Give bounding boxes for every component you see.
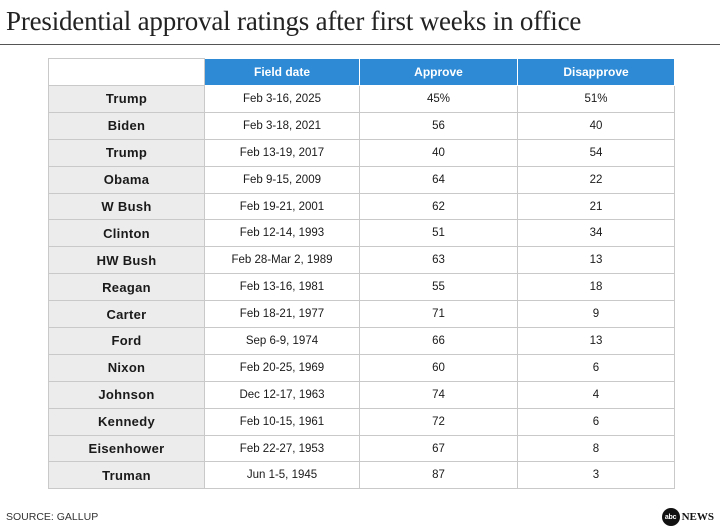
cell-disapprove: 40 (517, 111, 675, 140)
cell-field-date: Dec 12-17, 1963 (204, 380, 360, 409)
header-cell-approve: Approve (359, 58, 518, 86)
cell-president: Obama (48, 165, 205, 194)
table-row: Johnson Dec 12-17, 1963 74 4 (48, 380, 675, 409)
cell-disapprove: 9 (517, 300, 675, 329)
cell-president: Carter (48, 300, 205, 329)
cell-approve: 67 (359, 434, 518, 463)
cell-field-date: Feb 19-21, 2001 (204, 192, 360, 221)
cell-disapprove: 3 (517, 461, 675, 490)
cell-approve: 45% (359, 85, 518, 113)
cell-approve: 62 (359, 192, 518, 221)
table-row: Nixon Feb 20-25, 1969 60 6 (48, 353, 675, 382)
cell-president: Clinton (48, 219, 205, 248)
table-row: Truman Jun 1-5, 1945 87 3 (48, 461, 675, 490)
cell-president: Biden (48, 111, 205, 140)
chart-title: Presidential approval ratings after firs… (6, 6, 582, 36)
cell-disapprove: 13 (517, 327, 675, 355)
cell-field-date: Feb 18-21, 1977 (204, 300, 360, 329)
cell-president: W Bush (48, 192, 205, 221)
cell-approve: 87 (359, 461, 518, 490)
table-header-row: Field date Approve Disapprove (48, 58, 675, 86)
cell-president: Trump (48, 138, 205, 167)
cell-field-date: Feb 9-15, 2009 (204, 165, 360, 194)
cell-field-date: Feb 13-19, 2017 (204, 138, 360, 167)
cell-approve: 64 (359, 165, 518, 194)
cell-disapprove: 18 (517, 273, 675, 302)
cell-disapprove: 8 (517, 434, 675, 463)
cell-field-date: Feb 28-Mar 2, 1989 (204, 246, 360, 275)
cell-president: Johnson (48, 380, 205, 409)
cell-president: Truman (48, 461, 205, 490)
header-cell-field-date: Field date (204, 58, 360, 86)
table-row: HW Bush Feb 28-Mar 2, 1989 63 13 (48, 246, 675, 275)
table-row: W Bush Feb 19-21, 2001 62 21 (48, 192, 675, 221)
cell-president: Ford (48, 327, 205, 355)
table-row: Carter Feb 18-21, 1977 71 9 (48, 300, 675, 329)
cell-approve: 55 (359, 273, 518, 302)
cell-disapprove: 34 (517, 219, 675, 248)
cell-president: HW Bush (48, 246, 205, 275)
cell-disapprove: 21 (517, 192, 675, 221)
cell-approve: 72 (359, 407, 518, 436)
cell-approve: 60 (359, 353, 518, 382)
cell-approve: 66 (359, 327, 518, 355)
table-row: Clinton Feb 12-14, 1993 51 34 (48, 219, 675, 248)
cell-disapprove: 6 (517, 407, 675, 436)
news-logo-text: NEWS (681, 511, 714, 523)
cell-disapprove: 54 (517, 138, 675, 167)
table-row: Ford Sep 6-9, 1974 66 13 (48, 327, 675, 355)
cell-approve: 51 (359, 219, 518, 248)
table-body: Trump Feb 3-16, 2025 45% 51% Biden Feb 3-18, … (48, 85, 675, 490)
abc-logo-mark: abc (661, 508, 680, 526)
cell-disapprove: 13 (517, 246, 675, 275)
cell-approve: 71 (359, 300, 518, 329)
cell-field-date: Feb 20-25, 1969 (204, 353, 360, 382)
cell-field-date: Jun 1-5, 1945 (204, 461, 360, 490)
cell-president: Eisenhower (48, 434, 205, 463)
table-row: Reagan Feb 13-16, 1981 55 18 (48, 273, 675, 302)
cell-approve: 63 (359, 246, 518, 275)
cell-approve: 40 (359, 138, 518, 167)
cell-field-date: Feb 3-18, 2021 (204, 111, 360, 140)
cell-approve: 74 (359, 380, 518, 409)
abc-news-logo-icon: abc NEWS (661, 508, 714, 526)
approval-table: Field date Approve Disapprove Trump Feb 3… (48, 58, 675, 490)
table-row: Obama Feb 9-15, 2009 64 22 (48, 165, 675, 194)
title-divider (0, 44, 720, 45)
cell-field-date: Feb 10-15, 1961 (204, 407, 360, 436)
cell-field-date: Sep 6-9, 1974 (204, 327, 360, 355)
cell-field-date: Feb 13-16, 1981 (204, 273, 360, 302)
cell-president: Reagan (48, 273, 205, 302)
cell-president: Trump (48, 85, 205, 113)
cell-field-date: Feb 22-27, 1953 (204, 434, 360, 463)
table-row: Biden Feb 3-18, 2021 56 40 (48, 111, 675, 140)
source-note: SOURCE: GALLUP (6, 511, 99, 523)
cell-disapprove: 51% (517, 85, 675, 113)
cell-field-date: Feb 3-16, 2025 (204, 85, 360, 113)
cell-disapprove: 22 (517, 165, 675, 194)
table-row: Eisenhower Feb 22-27, 1953 67 8 (48, 434, 675, 463)
cell-field-date: Feb 12-14, 1993 (204, 219, 360, 248)
header-cell-disapprove: Disapprove (517, 58, 675, 86)
cell-president: Kennedy (48, 407, 205, 436)
cell-president: Nixon (48, 353, 205, 382)
header-cell-president (48, 58, 205, 86)
cell-disapprove: 6 (517, 353, 675, 382)
table-row: Trump Feb 13-19, 2017 40 54 (48, 138, 675, 167)
cell-disapprove: 4 (517, 380, 675, 409)
table-row: Trump Feb 3-16, 2025 45% 51% (48, 85, 675, 113)
table-row: Kennedy Feb 10-15, 1961 72 6 (48, 407, 675, 436)
cell-approve: 56 (359, 111, 518, 140)
